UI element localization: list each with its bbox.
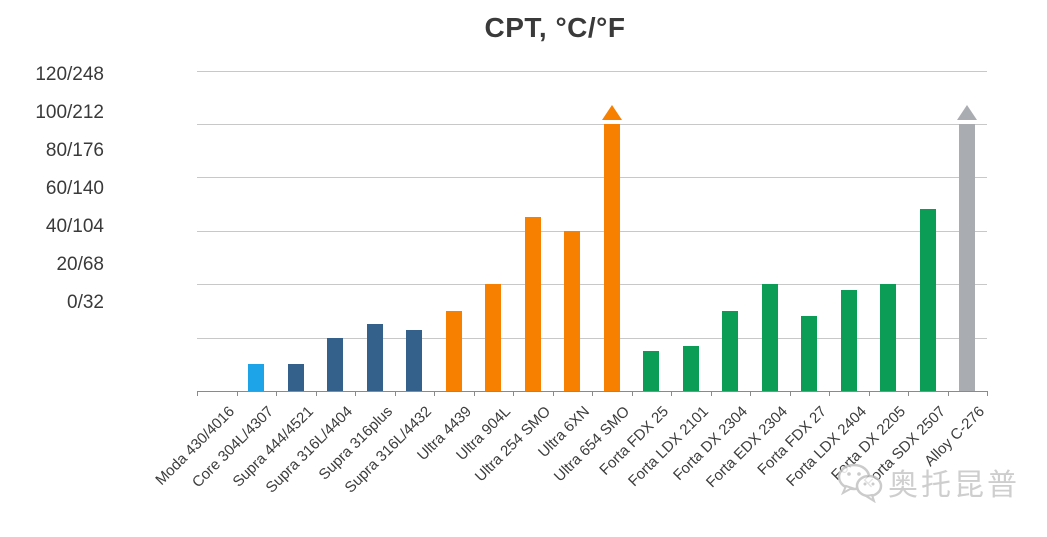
axis-tick <box>868 391 870 396</box>
bar <box>248 364 265 391</box>
bar <box>327 337 344 391</box>
y-tick-label: 40/104 <box>45 216 104 237</box>
bar <box>603 123 620 391</box>
chart-title: CPT, °C/°F <box>484 12 626 43</box>
y-tick-label: 80/176 <box>45 140 104 161</box>
axis-tick <box>236 391 238 396</box>
bar <box>840 289 857 391</box>
axis-tick <box>197 391 198 396</box>
bar <box>761 284 778 391</box>
y-tick-label: 100/212 <box>35 102 104 123</box>
gridline <box>197 70 987 72</box>
bar <box>406 329 423 391</box>
axis-tick <box>355 391 356 396</box>
bar <box>919 209 936 391</box>
bar <box>682 345 699 391</box>
axis-tick <box>710 391 712 396</box>
exceeds-scale-arrow-icon <box>957 104 978 120</box>
axis-tick <box>750 391 751 396</box>
bar <box>959 123 976 391</box>
watermark-text: 奥托昆普 <box>888 468 1020 503</box>
gridline <box>197 177 987 179</box>
axis-tick <box>315 391 317 396</box>
axis-tick <box>434 391 435 396</box>
bar <box>880 284 897 391</box>
wechat-logo-icon <box>837 463 883 503</box>
exceeds-scale-arrow-icon <box>601 104 622 120</box>
axis-tick <box>592 391 593 396</box>
bar <box>485 284 502 391</box>
axis-tick <box>789 391 791 396</box>
axis-tick <box>987 391 988 396</box>
gridline <box>197 230 987 232</box>
bar <box>801 316 818 391</box>
axis-tick <box>671 391 672 396</box>
axis-tick <box>908 391 909 396</box>
axis-tick <box>473 391 475 396</box>
axis-tick <box>276 391 277 396</box>
y-tick-label: 20/68 <box>56 254 104 275</box>
axis-tick <box>513 391 514 396</box>
axis-tick <box>631 391 633 396</box>
bar <box>564 230 581 391</box>
bar <box>722 310 739 391</box>
axis-tick <box>947 391 949 396</box>
gridline <box>197 337 987 339</box>
axis-tick <box>394 391 396 396</box>
bar <box>287 364 304 391</box>
gridline <box>197 284 987 286</box>
bar <box>643 350 660 391</box>
y-tick-label: 60/140 <box>45 178 104 199</box>
y-tick-label: 120/248 <box>35 64 104 85</box>
axis-tick <box>829 391 830 396</box>
bar <box>524 217 541 391</box>
watermark: 奥托昆普 <box>836 460 1020 504</box>
axis-tick <box>552 391 554 396</box>
gridline <box>197 123 987 125</box>
bar <box>366 324 383 391</box>
bar <box>445 310 462 391</box>
y-tick-label: 0/32 <box>67 292 104 313</box>
